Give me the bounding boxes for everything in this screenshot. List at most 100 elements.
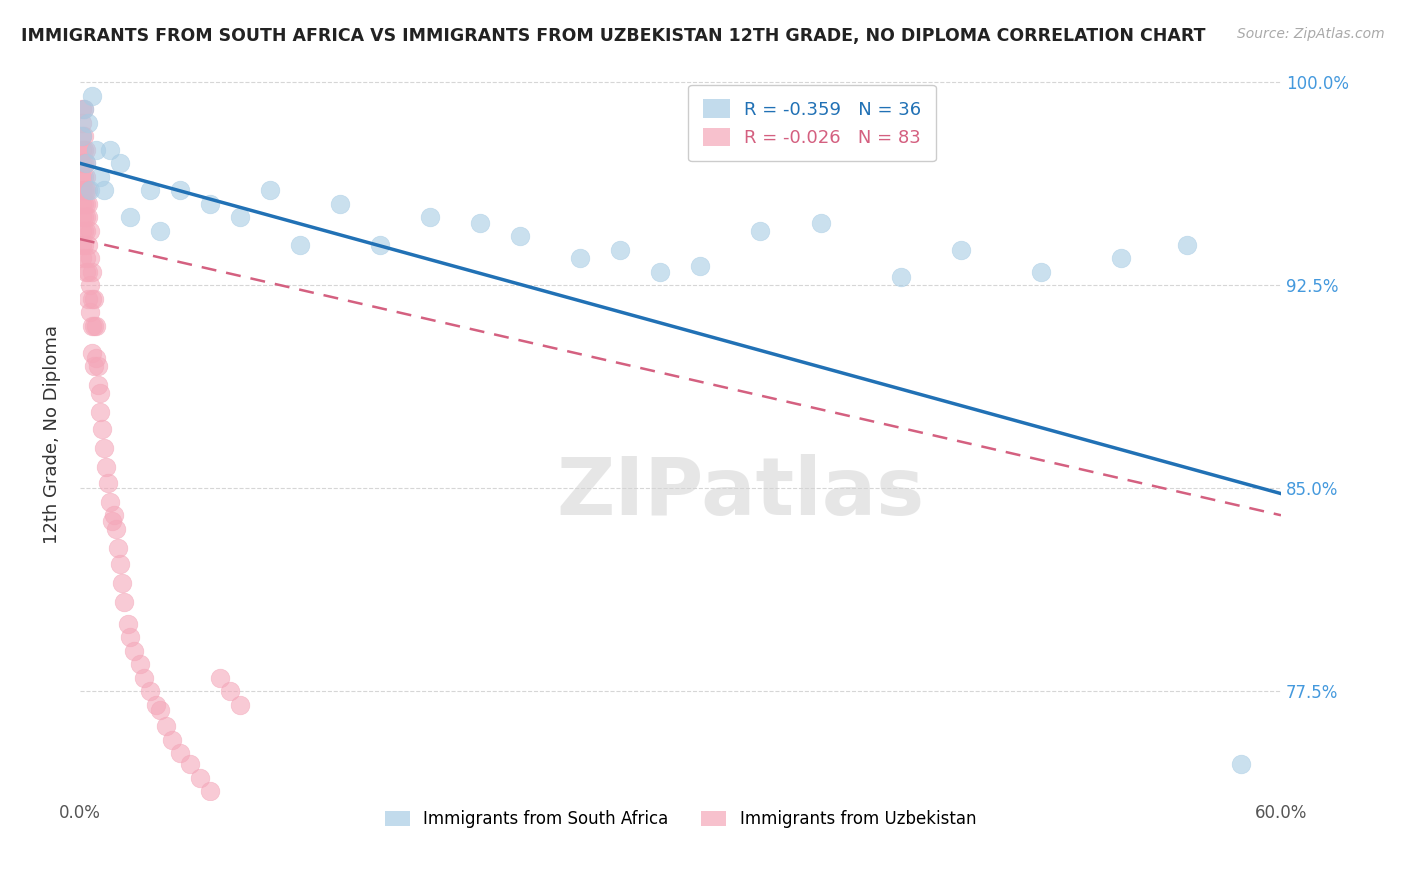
Text: IMMIGRANTS FROM SOUTH AFRICA VS IMMIGRANTS FROM UZBEKISTAN 12TH GRADE, NO DIPLOM: IMMIGRANTS FROM SOUTH AFRICA VS IMMIGRAN… [21, 27, 1205, 45]
Point [70, 116, 93, 130]
Point [80, 264, 103, 278]
Point [70, 102, 93, 116]
Point [77, 292, 100, 306]
Point [80, 292, 103, 306]
Point [75, 197, 97, 211]
Point [73, 211, 96, 225]
Point [75, 143, 97, 157]
Point [89, 386, 111, 401]
Point [104, 522, 127, 536]
Point [689, 259, 711, 273]
Point [329, 197, 352, 211]
Point [118, 630, 141, 644]
Point [93, 441, 115, 455]
Point [73, 143, 96, 157]
Point [89, 405, 111, 419]
Point [949, 243, 972, 257]
Point [73, 102, 96, 116]
Y-axis label: 12th Grade, No Diploma: 12th Grade, No Diploma [44, 325, 60, 543]
Point [79, 278, 101, 293]
Point [139, 684, 162, 698]
Point [75, 156, 97, 170]
Point [122, 643, 145, 657]
Point [70, 143, 93, 157]
Point [73, 169, 96, 184]
Point [97, 475, 120, 490]
Point [149, 224, 172, 238]
Point [70, 169, 93, 184]
Point [198, 197, 221, 211]
Point [129, 657, 152, 672]
Point [87, 378, 110, 392]
Point [73, 237, 96, 252]
Point [75, 156, 97, 170]
Point [117, 616, 139, 631]
Point [70, 197, 93, 211]
Point [509, 229, 531, 244]
Point [94, 459, 117, 474]
Point [107, 541, 129, 555]
Point [70, 211, 93, 225]
Point [73, 197, 96, 211]
Point [70, 237, 93, 252]
Point [75, 224, 97, 238]
Point [80, 88, 103, 103]
Point [89, 169, 111, 184]
Point [219, 684, 242, 698]
Point [132, 671, 155, 685]
Point [112, 595, 135, 609]
Point [79, 224, 101, 238]
Point [179, 757, 201, 772]
Point [149, 703, 172, 717]
Point [77, 183, 100, 197]
Point [77, 197, 100, 211]
Text: Source: ZipAtlas.com: Source: ZipAtlas.com [1237, 27, 1385, 41]
Point [73, 224, 96, 238]
Point [70, 129, 93, 144]
Point [419, 211, 441, 225]
Point [87, 359, 110, 374]
Point [101, 514, 124, 528]
Point [83, 318, 105, 333]
Point [1109, 251, 1132, 265]
Point [470, 216, 492, 230]
Legend: Immigrants from South Africa, Immigrants from Uzbekistan: Immigrants from South Africa, Immigrants… [378, 804, 983, 835]
Point [98, 494, 121, 508]
Point [111, 576, 134, 591]
Point [79, 251, 101, 265]
Point [108, 156, 131, 170]
Point [749, 224, 772, 238]
Point [139, 183, 162, 197]
Point [73, 183, 96, 197]
Point [84, 143, 107, 157]
Point [650, 264, 672, 278]
Point [229, 211, 252, 225]
Point [288, 237, 311, 252]
Point [155, 719, 177, 733]
Point [569, 251, 592, 265]
Point [73, 102, 96, 116]
Point [160, 733, 183, 747]
Point [83, 292, 105, 306]
Point [70, 156, 93, 170]
Point [208, 671, 231, 685]
Point [79, 183, 101, 197]
Point [80, 346, 103, 360]
Point [810, 216, 832, 230]
Point [890, 270, 912, 285]
Point [77, 264, 100, 278]
Point [103, 508, 125, 523]
Point [259, 183, 281, 197]
Point [75, 211, 97, 225]
Point [73, 129, 96, 144]
Point [90, 422, 112, 436]
Point [83, 359, 105, 374]
Point [188, 771, 211, 785]
Point [77, 211, 100, 225]
Point [70, 224, 93, 238]
Point [93, 183, 115, 197]
Point [1175, 237, 1198, 252]
Point [84, 318, 107, 333]
Point [77, 237, 100, 252]
Point [75, 183, 97, 197]
